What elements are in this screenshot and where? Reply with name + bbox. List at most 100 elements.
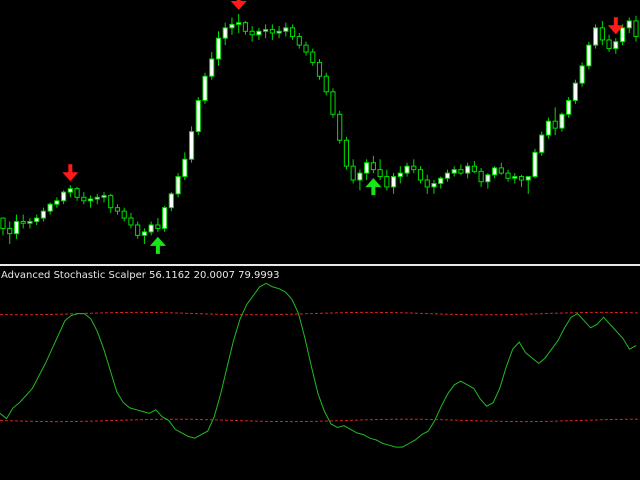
indicator-label: Advanced Stochastic Scalper 56.1162 20.0… — [1, 270, 280, 281]
candle-body — [579, 65, 585, 84]
candle-body — [94, 196, 100, 200]
candle-body — [491, 167, 498, 176]
candle-body — [155, 224, 161, 229]
candle-body — [431, 182, 437, 188]
candle-body — [390, 176, 397, 188]
candle-body — [54, 200, 60, 205]
candle-body — [552, 120, 558, 129]
candle-body — [465, 165, 471, 174]
candle-body — [545, 120, 552, 136]
candle-body — [397, 172, 403, 178]
candle-body — [451, 169, 457, 174]
sell-arrow-icon — [607, 17, 624, 35]
indicator-value-level-low: 20.0007 — [193, 270, 235, 281]
candle-body — [269, 29, 275, 34]
candle-body — [222, 27, 228, 39]
stochastic-main-line — [0, 282, 637, 448]
candle-body — [444, 172, 451, 179]
candle-body — [128, 217, 134, 226]
candle-body — [148, 224, 154, 233]
indicator-pane[interactable] — [0, 266, 640, 480]
indicator-value-main: 56.1162 — [149, 270, 191, 281]
candle-body — [256, 30, 262, 36]
candle-body — [478, 170, 484, 183]
level-line-low — [0, 418, 640, 423]
candle-body — [20, 221, 26, 224]
candle-body — [289, 27, 296, 37]
candle-body — [61, 191, 67, 202]
candle-body — [209, 58, 215, 77]
candle-body — [505, 172, 511, 179]
candle-body — [498, 167, 504, 174]
candle-body — [613, 41, 619, 50]
sell-arrow-icon — [230, 0, 247, 10]
candle-body — [87, 198, 94, 202]
candle-body — [323, 75, 329, 93]
candle-body — [168, 193, 174, 209]
candle-body — [40, 210, 46, 219]
indicator-name: Advanced Stochastic Scalper — [1, 270, 146, 281]
candle-body — [458, 169, 464, 174]
candle-body — [330, 91, 336, 115]
candle-body — [13, 221, 20, 235]
candle-body — [316, 61, 323, 77]
candle-body — [175, 176, 181, 195]
candle-body — [303, 44, 309, 53]
candle-body — [633, 20, 639, 37]
candle-body — [195, 99, 201, 133]
buy-arrow-icon — [149, 236, 166, 254]
candle-body — [619, 27, 626, 43]
candle-body — [350, 165, 356, 181]
candle-body — [34, 217, 40, 223]
candle-body — [202, 75, 208, 101]
candle-body — [74, 188, 80, 198]
candle-body — [539, 134, 545, 153]
candle-body — [566, 99, 572, 115]
candle-body — [357, 172, 363, 181]
indicator-value-level-high: 79.9993 — [238, 270, 280, 281]
candle-body — [263, 29, 269, 32]
candle-body — [182, 158, 188, 178]
candle-body — [242, 22, 249, 32]
candle-body — [276, 30, 282, 34]
candle-body — [532, 151, 538, 178]
candle-body — [384, 176, 390, 188]
candle-body — [593, 27, 599, 46]
candle-body — [512, 176, 518, 179]
candle-body — [364, 162, 370, 174]
candle-body — [0, 217, 6, 229]
candle-body — [370, 162, 376, 171]
candle-body — [162, 207, 168, 229]
candle-body — [525, 176, 531, 181]
candle-body — [229, 23, 235, 29]
candle-body — [121, 210, 127, 219]
candle-body — [417, 169, 424, 181]
buy-arrow-icon — [365, 178, 382, 196]
candle-body — [296, 35, 302, 46]
candle-body — [141, 231, 148, 236]
candle-body — [606, 39, 612, 50]
candle-body — [343, 139, 350, 167]
candle-body — [485, 174, 491, 183]
pane-separator[interactable] — [0, 264, 640, 266]
candle-body — [337, 113, 343, 141]
candle-body — [404, 165, 410, 174]
candle-body — [188, 131, 195, 160]
candle-body — [215, 37, 222, 60]
stochastic-indicator-chart — [0, 282, 640, 448]
candle-body — [101, 195, 107, 198]
candle-body — [438, 177, 444, 184]
candle-body — [135, 224, 141, 236]
candle-body — [7, 227, 13, 235]
level-line-high — [0, 311, 640, 316]
candle-body — [586, 44, 592, 67]
candle-body — [283, 27, 289, 32]
candle-body — [518, 176, 525, 181]
candle-body — [81, 196, 87, 202]
candle-body — [47, 203, 53, 212]
candle-body — [377, 169, 383, 178]
candle-body — [310, 51, 316, 63]
sell-arrow-icon — [62, 164, 79, 182]
price-chart-pane[interactable] — [0, 0, 640, 264]
